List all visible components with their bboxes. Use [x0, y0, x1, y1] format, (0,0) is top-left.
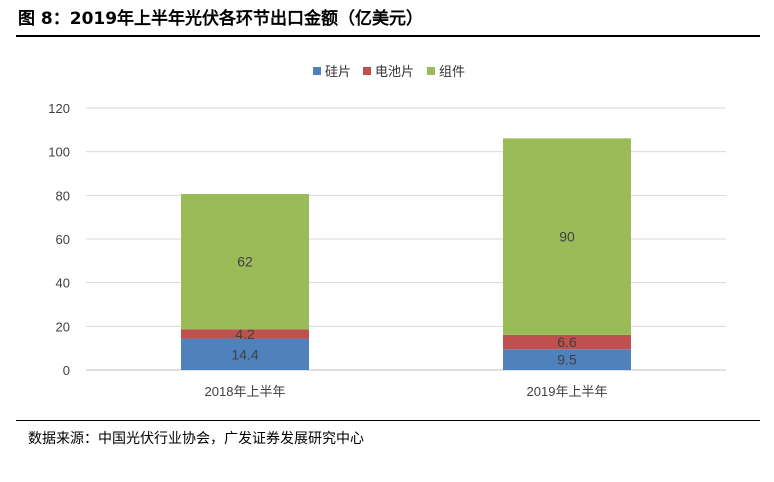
legend-swatch — [363, 67, 371, 75]
x-axis: 2018年上半年 2019年上半年 — [205, 384, 608, 399]
legend-swatch — [427, 67, 435, 75]
figure-title: 图 8：2019年上半年光伏各环节出口金额（亿美元） — [18, 9, 424, 29]
data-label: 6.6 — [557, 334, 577, 350]
data-labels: 14.4 4.2 62 9.5 6.6 90 — [231, 229, 577, 368]
source-note: 数据来源：中国光伏行业协会，广发证券发展研究中心 — [28, 431, 364, 447]
bar-segment — [503, 349, 631, 370]
y-tick-label: 40 — [56, 276, 70, 291]
top-rule — [16, 35, 760, 37]
y-tick-label: 0 — [63, 363, 70, 378]
y-axis: 0 20 40 60 80 100 120 — [48, 101, 70, 378]
data-label: 9.5 — [557, 352, 577, 368]
y-tick-label: 100 — [48, 145, 70, 160]
bottom-rule — [16, 420, 760, 421]
y-tick-label: 120 — [48, 101, 70, 116]
data-label: 4.2 — [235, 326, 255, 342]
legend-label: 组件 — [439, 65, 465, 80]
stacked-bar-chart: 0 20 40 60 80 100 120 14.4 4.2 62 9.5 6.6 90 2018年上… — [48, 65, 726, 399]
x-tick-label: 2019年上半年 — [527, 384, 608, 399]
legend-label: 电池片 — [375, 65, 414, 80]
legend-label: 硅片 — [325, 65, 351, 80]
bar-segment — [181, 194, 309, 330]
data-label: 14.4 — [231, 346, 258, 362]
y-tick-label: 60 — [56, 232, 70, 247]
bar-segment — [181, 329, 309, 339]
bar-segment — [181, 338, 309, 370]
legend: 硅片 电池片 组件 — [313, 65, 465, 80]
bar-segment — [503, 138, 631, 335]
x-tick-label: 2018年上半年 — [205, 384, 286, 399]
bar-segment — [503, 334, 631, 350]
bars — [181, 138, 631, 370]
legend-swatch — [313, 67, 321, 75]
y-tick-label: 80 — [56, 188, 70, 203]
data-label: 90 — [559, 229, 575, 245]
data-label: 62 — [237, 254, 253, 270]
y-tick-label: 20 — [56, 319, 70, 334]
